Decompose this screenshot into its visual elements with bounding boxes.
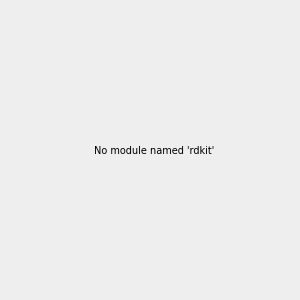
Text: No module named 'rdkit': No module named 'rdkit' — [94, 146, 214, 157]
